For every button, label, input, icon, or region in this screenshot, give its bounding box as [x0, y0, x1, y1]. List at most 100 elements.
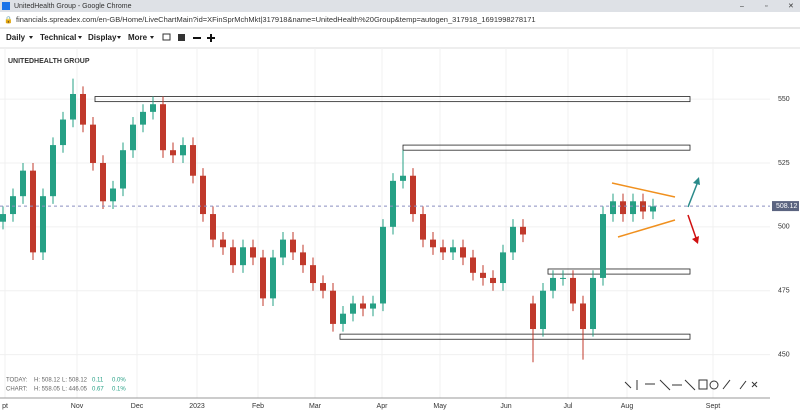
x-tick-label: Jun	[500, 403, 511, 410]
candle-body	[220, 239, 226, 248]
close[interactable]: ✕	[788, 3, 794, 10]
arrow-up	[687, 183, 698, 208]
x-tick-label: Aug	[621, 403, 634, 410]
candle-body	[590, 277, 596, 330]
candle-body	[50, 145, 56, 197]
open-icon[interactable]	[162, 33, 171, 41]
lock-icon: 🔒	[4, 16, 13, 24]
zone	[339, 333, 691, 340]
x-tick-label: Nov	[71, 403, 84, 410]
stat-low: L: 446.05	[62, 387, 88, 393]
candle-body	[290, 239, 296, 253]
candle-body	[570, 277, 576, 304]
candle-body	[620, 201, 626, 215]
zoom-in[interactable]	[207, 34, 215, 42]
zone	[547, 268, 691, 275]
candle-body	[230, 247, 236, 266]
candle-body	[130, 124, 136, 151]
x-tick-label: Jul	[564, 403, 573, 410]
candle-body	[420, 214, 426, 240]
candle-body	[360, 303, 366, 309]
x-tick-label: pt	[2, 403, 8, 410]
tool-rect[interactable]	[698, 379, 708, 390]
stat-change: 0.67	[92, 387, 104, 393]
candle-body	[460, 247, 466, 258]
x-tick-label: May	[433, 403, 447, 410]
tool-icons[interactable]	[722, 379, 758, 390]
tool-circle[interactable]	[709, 380, 719, 390]
trend-drawings	[611, 177, 700, 244]
candle-body	[430, 239, 436, 248]
candle-body	[190, 145, 196, 176]
candle-body	[320, 283, 326, 291]
zone	[402, 144, 691, 151]
candle-body	[410, 175, 416, 215]
y-tick-label: 550	[778, 96, 790, 103]
maximize[interactable]: ▫	[765, 3, 767, 10]
y-tick-label: 500	[778, 224, 790, 231]
x-tick-label: Mar	[309, 403, 322, 410]
toolbar-item[interactable]: Technical	[40, 33, 76, 42]
candle-body	[210, 214, 216, 240]
candle-body	[140, 111, 146, 125]
toolbar-item[interactable]: More	[128, 33, 148, 42]
candle-body	[530, 303, 536, 330]
candle-body	[300, 252, 306, 266]
y-tick-label: 525	[778, 160, 790, 167]
x-tick-label: 2023	[189, 403, 205, 410]
candle-body	[610, 201, 616, 215]
candle-body	[370, 303, 376, 309]
url[interactable]: financials.spreadex.com/en-GB/Home/LiveC…	[16, 15, 536, 24]
stat-percent: 0.0%	[112, 378, 126, 384]
candle-body	[650, 206, 656, 212]
tool-icons[interactable]	[624, 379, 696, 391]
y-tick-label: 450	[778, 351, 790, 358]
candle-body	[80, 93, 86, 125]
stat-low: L: 508.12	[62, 378, 88, 384]
arrow-head	[692, 236, 699, 244]
candle-body	[500, 252, 506, 284]
stat-high: H: 508.12	[34, 378, 61, 384]
chart-title: UNITEDHEALTH GROUP	[8, 58, 90, 65]
candle-body	[600, 214, 606, 278]
candle-body	[0, 214, 6, 222]
arrow-down	[687, 214, 697, 239]
candle-body	[280, 239, 286, 258]
stat-label: CHART:	[6, 387, 28, 393]
stat-label: TODAY:	[6, 378, 28, 384]
candle-body	[340, 313, 346, 324]
candle-body	[20, 170, 26, 197]
candle-body	[510, 226, 516, 253]
toolbar-item[interactable]: Display	[88, 33, 117, 42]
candle-body	[40, 196, 46, 253]
stat-high: H: 558.05	[34, 387, 61, 393]
candle-body	[270, 257, 276, 299]
candle-body	[90, 124, 96, 163]
candle-body	[400, 175, 406, 181]
candle-body	[100, 162, 106, 202]
candle-body	[550, 277, 556, 291]
stats: TODAY: H: 508.12 L: 508.12 0.11 0.0% CHART: H:…	[6, 378, 126, 393]
candle-body	[170, 150, 176, 156]
minimize[interactable]: –	[740, 3, 744, 10]
candle-body	[250, 247, 256, 258]
candle-body	[490, 277, 496, 284]
x-tick-label: Dec	[131, 403, 144, 410]
drawing-tools	[624, 379, 758, 391]
candle-body	[330, 290, 336, 324]
save-icon[interactable]	[178, 34, 185, 41]
candle-body	[150, 104, 156, 112]
x-tick-label: Sept	[706, 403, 720, 410]
candle-body	[30, 170, 36, 253]
window-title: UnitedHealth Group - Google Chrome	[14, 3, 132, 10]
favicon	[2, 2, 10, 10]
y-tick-label: 475	[778, 288, 790, 295]
stat-change: 0.11	[92, 378, 104, 384]
zone	[94, 96, 691, 103]
address-bar	[0, 12, 800, 28]
last-price-label: 508.12	[776, 203, 798, 210]
trendline	[611, 182, 676, 198]
toolbar-item[interactable]: Daily	[6, 33, 26, 42]
